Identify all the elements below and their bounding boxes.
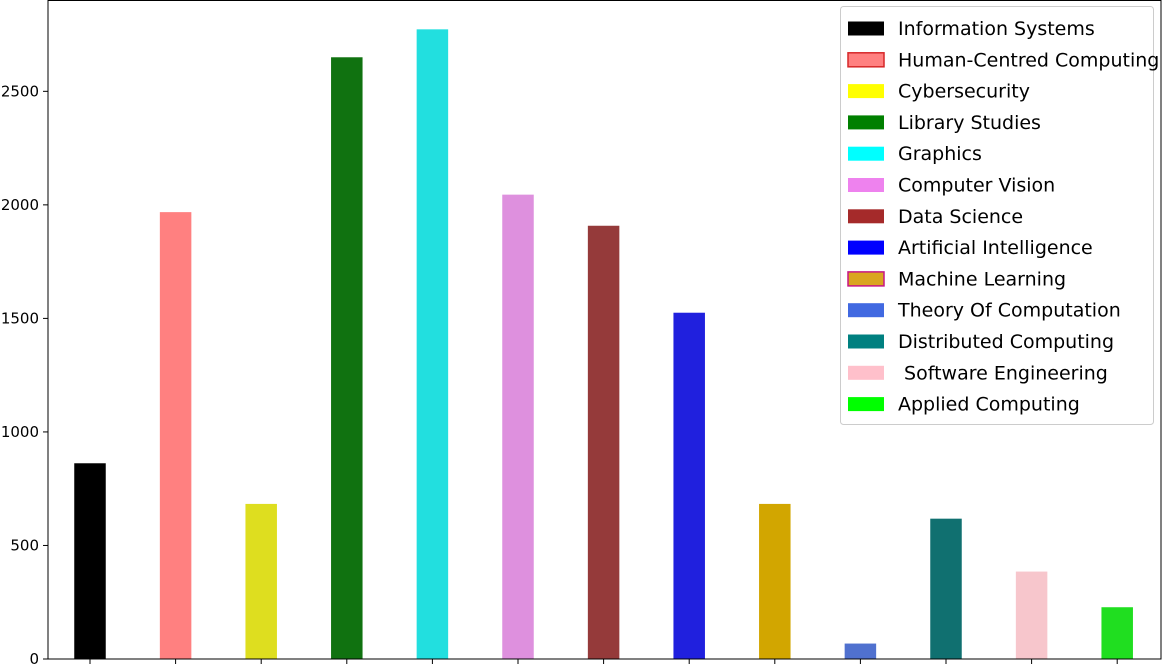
legend: Information Systems Human-Centred Computi… [840, 6, 1159, 425]
bar-3 [331, 57, 363, 660]
bar-5 [502, 194, 534, 659]
legend-label-12: Applied Computing [898, 394, 1080, 416]
y-axis-group: 0 500 1000 1500 2000 2500 [1, 82, 48, 666]
y-tick-label-4: 2000 [1, 196, 39, 214]
bar-6 [587, 225, 620, 659]
legend-label-1: Human-Centred Computing [898, 49, 1159, 71]
legend-label-4: Graphics [898, 143, 982, 165]
legend-label-8: Machine Learning [898, 268, 1066, 290]
legend-swatch-7 [848, 240, 884, 255]
legend-label-10: Distributed Computing [898, 331, 1114, 353]
y-tick-label-1: 500 [10, 536, 39, 554]
bar-2 [245, 503, 277, 659]
bar-1 [159, 212, 192, 659]
bar-12 [1101, 607, 1133, 659]
y-tick-label-5: 2500 [1, 82, 39, 100]
legend-label-3: Library Studies [898, 112, 1041, 134]
legend-swatch-9 [848, 303, 884, 318]
y-tick-label-3: 1500 [1, 309, 39, 327]
legend-label-0: Information Systems [898, 18, 1095, 40]
legend-swatch-8 [847, 271, 885, 287]
legend-swatch-1 [847, 52, 885, 68]
plot-frame [47, 0, 1162, 660]
legend-swatch-11 [848, 365, 884, 380]
legend-box [840, 6, 1154, 425]
legend-label-5: Computer Vision [898, 175, 1055, 197]
legend-label-2: Cybersecurity [898, 81, 1030, 103]
bar-9 [844, 643, 877, 659]
legend-swatch-6 [848, 209, 884, 224]
y-tick-label-0: 0 [29, 650, 39, 666]
legend-swatch-5 [848, 178, 884, 192]
legend-swatch-3 [848, 115, 884, 130]
bar-11 [1015, 571, 1048, 659]
legend-label-7: Artificial Intelligence [898, 237, 1093, 259]
x-ticks-group [89, 659, 1118, 664]
bar-10 [930, 518, 962, 659]
bar-8 [759, 503, 791, 659]
legend-swatch-12 [848, 397, 884, 412]
legend-swatch-10 [848, 334, 884, 349]
legend-swatch-4 [848, 146, 884, 161]
legend-label-6: Data Science [898, 206, 1023, 228]
legend-label-9: Theory Of Computation [897, 300, 1121, 322]
y-tick-label-2: 1000 [1, 423, 39, 441]
legend-swatch-2 [848, 84, 884, 99]
legend-swatch-0 [848, 21, 884, 36]
bar-0 [74, 463, 106, 659]
legend-label-11: Software Engineering [898, 362, 1108, 384]
bars-group [74, 29, 1133, 660]
bar-7 [673, 312, 705, 659]
bar-4 [416, 29, 449, 659]
